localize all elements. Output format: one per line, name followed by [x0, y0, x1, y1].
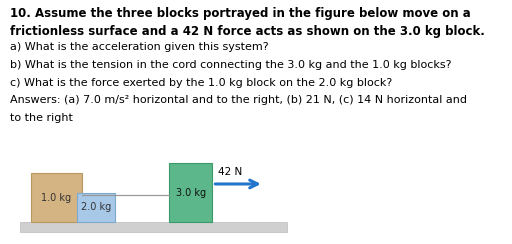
- Bar: [169, 163, 212, 222]
- Text: 42 N: 42 N: [218, 167, 242, 177]
- Text: c) What is the force exerted by the 1.0 kg block on the 2.0 kg block?: c) What is the force exerted by the 1.0 …: [10, 78, 393, 88]
- Text: Answers: (a) 7.0 m/s² horizontal and to the right, (b) 21 N, (c) 14 N horizontal: Answers: (a) 7.0 m/s² horizontal and to …: [10, 95, 467, 105]
- Text: 1.0 kg: 1.0 kg: [41, 193, 71, 203]
- Text: 10. Assume the three blocks portrayed in the figure below move on a: 10. Assume the three blocks portrayed in…: [10, 7, 471, 20]
- Text: 2.0 kg: 2.0 kg: [81, 203, 111, 212]
- Bar: [31, 173, 82, 222]
- Bar: [77, 193, 115, 222]
- Text: a) What is the acceleration given this system?: a) What is the acceleration given this s…: [10, 42, 269, 52]
- Bar: [20, 222, 287, 232]
- Text: 3.0 kg: 3.0 kg: [176, 188, 206, 198]
- Text: to the right: to the right: [10, 113, 73, 123]
- Text: frictionless surface and a 42 N force acts as shown on the 3.0 kg block.: frictionless surface and a 42 N force ac…: [10, 25, 485, 38]
- Text: b) What is the tension in the cord connecting the 3.0 kg and the 1.0 kg blocks?: b) What is the tension in the cord conne…: [10, 60, 452, 70]
